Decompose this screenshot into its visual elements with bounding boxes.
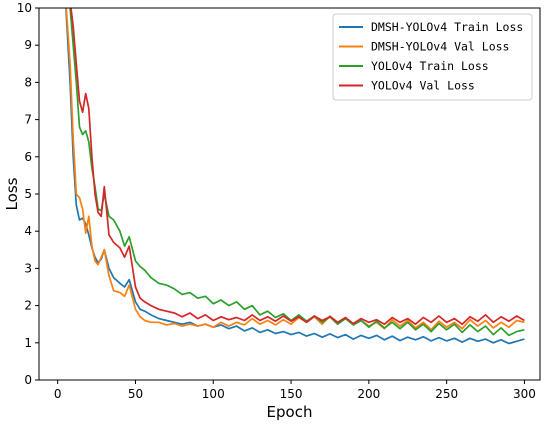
x-tick-label: 0 (54, 387, 62, 401)
legend-label: DMSH-YOLOv4 Val Loss (371, 40, 509, 54)
legend-label: YOLOv4 Val Loss (371, 79, 475, 93)
legend-frame (332, 13, 533, 101)
y-tick-label: 5 (24, 187, 32, 201)
x-tick-label: 50 (128, 387, 143, 401)
legend-label: YOLOv4 Train Loss (371, 59, 489, 73)
y-tick-label: 0 (24, 373, 32, 387)
ticks-layer: 0 50 100 150 200 250 300 0 1 2 3 4 5 6 7 8 9 10 (17, 1, 536, 401)
x-axis-title: Epoch (267, 403, 313, 421)
x-tick-label: 200 (357, 387, 380, 401)
legend: DMSH-YOLOv4 Train Loss DMSH-YOLOv4 Val Lo… (332, 13, 533, 101)
legend-label: DMSH-YOLOv4 Train Loss (371, 20, 523, 34)
y-tick-label: 10 (17, 1, 32, 15)
series-line-4 (70, 8, 525, 326)
y-tick-label: 3 (24, 261, 32, 275)
x-tick-label: 250 (435, 387, 458, 401)
series-layer (65, 8, 525, 345)
y-axis-title: Loss (3, 177, 21, 210)
y-tick-label: 2 (24, 299, 32, 313)
series-line-2 (65, 8, 525, 331)
series-line-3 (69, 8, 525, 337)
y-tick-label: 1 (24, 336, 32, 350)
y-tick-label: 7 (24, 113, 32, 127)
x-tick-label: 150 (280, 387, 303, 401)
x-tick-label: 300 (513, 387, 536, 401)
x-tick-label: 100 (202, 387, 225, 401)
y-tick-label: 4 (24, 224, 32, 238)
y-tick-label: 9 (24, 38, 32, 52)
y-tick-label: 8 (24, 75, 32, 89)
y-tick-label: 6 (24, 150, 32, 164)
